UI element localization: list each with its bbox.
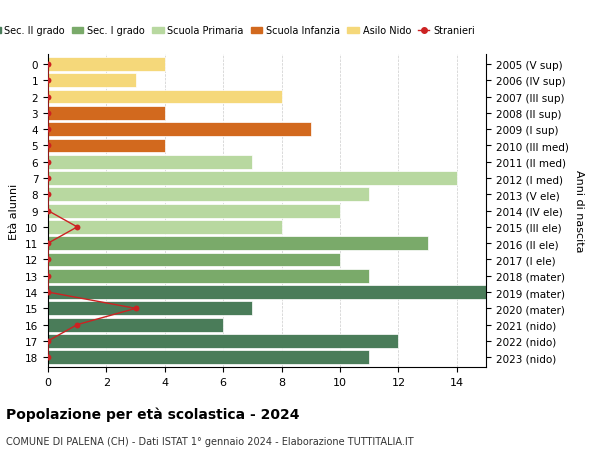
Bar bbox=[48, 334, 398, 348]
Point bbox=[43, 240, 53, 247]
Bar bbox=[48, 156, 253, 169]
Bar bbox=[48, 139, 165, 153]
Bar bbox=[48, 74, 136, 88]
Point bbox=[43, 337, 53, 345]
Y-axis label: Età alunni: Età alunni bbox=[10, 183, 19, 239]
Bar bbox=[48, 172, 457, 185]
Point bbox=[43, 110, 53, 117]
Bar bbox=[48, 253, 340, 267]
Point bbox=[73, 224, 82, 231]
Y-axis label: Anni di nascita: Anni di nascita bbox=[574, 170, 584, 252]
Point bbox=[43, 289, 53, 296]
Point bbox=[43, 256, 53, 263]
Point bbox=[43, 61, 53, 68]
Bar bbox=[48, 58, 165, 72]
Text: COMUNE DI PALENA (CH) - Dati ISTAT 1° gennaio 2024 - Elaborazione TUTTITALIA.IT: COMUNE DI PALENA (CH) - Dati ISTAT 1° ge… bbox=[6, 436, 413, 446]
Point bbox=[43, 354, 53, 361]
Point bbox=[131, 305, 140, 312]
Point bbox=[43, 126, 53, 134]
Point bbox=[43, 159, 53, 166]
Point bbox=[43, 78, 53, 85]
Bar bbox=[48, 123, 311, 137]
Point bbox=[73, 321, 82, 329]
Text: Popolazione per età scolastica - 2024: Popolazione per età scolastica - 2024 bbox=[6, 406, 299, 421]
Bar bbox=[48, 351, 369, 364]
Bar bbox=[48, 90, 281, 104]
Bar bbox=[48, 302, 253, 316]
Point bbox=[43, 175, 53, 182]
Point bbox=[43, 207, 53, 215]
Bar bbox=[48, 285, 486, 299]
Point bbox=[43, 94, 53, 101]
Point bbox=[43, 273, 53, 280]
Bar bbox=[48, 220, 281, 234]
Bar bbox=[48, 204, 340, 218]
Bar bbox=[48, 318, 223, 332]
Bar bbox=[48, 269, 369, 283]
Point bbox=[43, 191, 53, 199]
Bar bbox=[48, 237, 428, 251]
Legend: Sec. II grado, Sec. I grado, Scuola Primaria, Scuola Infanzia, Asilo Nido, Stran: Sec. II grado, Sec. I grado, Scuola Prim… bbox=[0, 22, 479, 40]
Bar bbox=[48, 106, 165, 121]
Bar bbox=[48, 188, 369, 202]
Point bbox=[43, 142, 53, 150]
